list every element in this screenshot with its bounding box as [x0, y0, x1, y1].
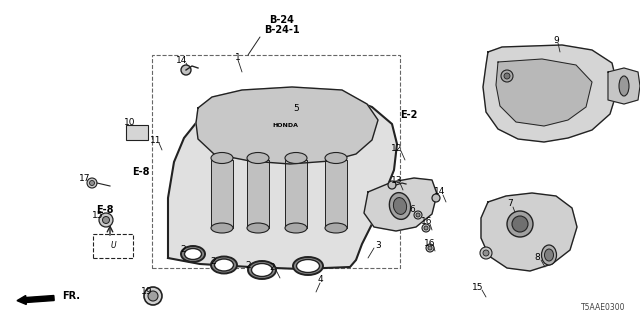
- Circle shape: [424, 226, 428, 230]
- Ellipse shape: [248, 261, 276, 279]
- Text: 10: 10: [124, 117, 136, 126]
- Circle shape: [99, 213, 113, 227]
- Circle shape: [422, 224, 430, 232]
- Ellipse shape: [394, 197, 406, 214]
- Polygon shape: [364, 178, 437, 231]
- Text: FR.: FR.: [62, 291, 80, 301]
- Ellipse shape: [247, 153, 269, 164]
- Bar: [211, 160, 233, 228]
- Circle shape: [480, 247, 492, 259]
- Ellipse shape: [181, 246, 205, 262]
- Text: 12: 12: [391, 143, 403, 153]
- Text: 17: 17: [79, 173, 91, 182]
- Text: 15: 15: [92, 211, 104, 220]
- Text: 2: 2: [180, 244, 186, 253]
- Ellipse shape: [619, 76, 629, 96]
- Polygon shape: [608, 68, 640, 104]
- Circle shape: [90, 180, 95, 186]
- Text: 3: 3: [375, 242, 381, 251]
- Text: 2: 2: [245, 261, 251, 270]
- Circle shape: [414, 211, 422, 219]
- Ellipse shape: [211, 223, 233, 233]
- Text: B-24: B-24: [269, 15, 294, 25]
- Circle shape: [388, 181, 396, 189]
- Circle shape: [144, 287, 162, 305]
- Ellipse shape: [293, 257, 323, 275]
- Text: 15: 15: [472, 283, 484, 292]
- Text: 7: 7: [507, 199, 513, 209]
- Text: 2: 2: [269, 262, 275, 271]
- Polygon shape: [483, 45, 618, 142]
- Circle shape: [507, 211, 533, 237]
- Text: E-2: E-2: [400, 110, 417, 120]
- Text: 11: 11: [150, 135, 162, 145]
- Ellipse shape: [325, 223, 347, 233]
- Text: 14: 14: [435, 188, 445, 196]
- Circle shape: [504, 73, 510, 79]
- Text: 13: 13: [391, 175, 403, 185]
- Circle shape: [102, 217, 109, 223]
- Text: HONDA: HONDA: [272, 123, 298, 127]
- Bar: [247, 160, 269, 228]
- Text: 19: 19: [141, 286, 153, 295]
- Text: B-24-1: B-24-1: [264, 25, 300, 35]
- Bar: [126, 125, 148, 140]
- Circle shape: [512, 216, 528, 232]
- Ellipse shape: [285, 153, 307, 164]
- Circle shape: [426, 244, 434, 252]
- Polygon shape: [496, 59, 592, 126]
- Text: 2: 2: [210, 257, 216, 266]
- Text: 8: 8: [534, 253, 540, 262]
- Text: U: U: [110, 242, 116, 251]
- Circle shape: [432, 194, 440, 202]
- Text: E-8: E-8: [96, 205, 113, 215]
- Text: E-8: E-8: [132, 167, 150, 177]
- Bar: [152, 55, 400, 268]
- FancyArrow shape: [17, 295, 54, 305]
- Text: T5AAE0300: T5AAE0300: [580, 303, 625, 312]
- Circle shape: [428, 246, 432, 250]
- Text: 16: 16: [421, 218, 433, 227]
- Circle shape: [181, 65, 191, 75]
- Ellipse shape: [211, 153, 233, 164]
- Bar: [285, 160, 307, 228]
- Circle shape: [501, 70, 513, 82]
- Ellipse shape: [184, 249, 202, 260]
- Polygon shape: [196, 87, 378, 164]
- Text: 5: 5: [293, 103, 299, 113]
- Ellipse shape: [247, 223, 269, 233]
- Polygon shape: [481, 193, 577, 271]
- Ellipse shape: [545, 249, 554, 261]
- Ellipse shape: [541, 245, 557, 265]
- Ellipse shape: [389, 193, 411, 220]
- Ellipse shape: [211, 257, 237, 274]
- Ellipse shape: [325, 153, 347, 164]
- Ellipse shape: [296, 260, 319, 273]
- Bar: [93, 234, 133, 258]
- Circle shape: [148, 291, 158, 301]
- Circle shape: [483, 250, 489, 256]
- Text: 16: 16: [424, 238, 436, 247]
- Text: 6: 6: [409, 205, 415, 214]
- Ellipse shape: [285, 223, 307, 233]
- Bar: [325, 160, 347, 228]
- Ellipse shape: [214, 259, 234, 271]
- Circle shape: [416, 213, 420, 217]
- Circle shape: [87, 178, 97, 188]
- Text: 4: 4: [317, 276, 323, 284]
- Polygon shape: [168, 93, 397, 269]
- Text: 9: 9: [553, 36, 559, 44]
- Text: 14: 14: [176, 55, 188, 65]
- Text: 1: 1: [235, 52, 241, 61]
- Ellipse shape: [252, 263, 273, 276]
